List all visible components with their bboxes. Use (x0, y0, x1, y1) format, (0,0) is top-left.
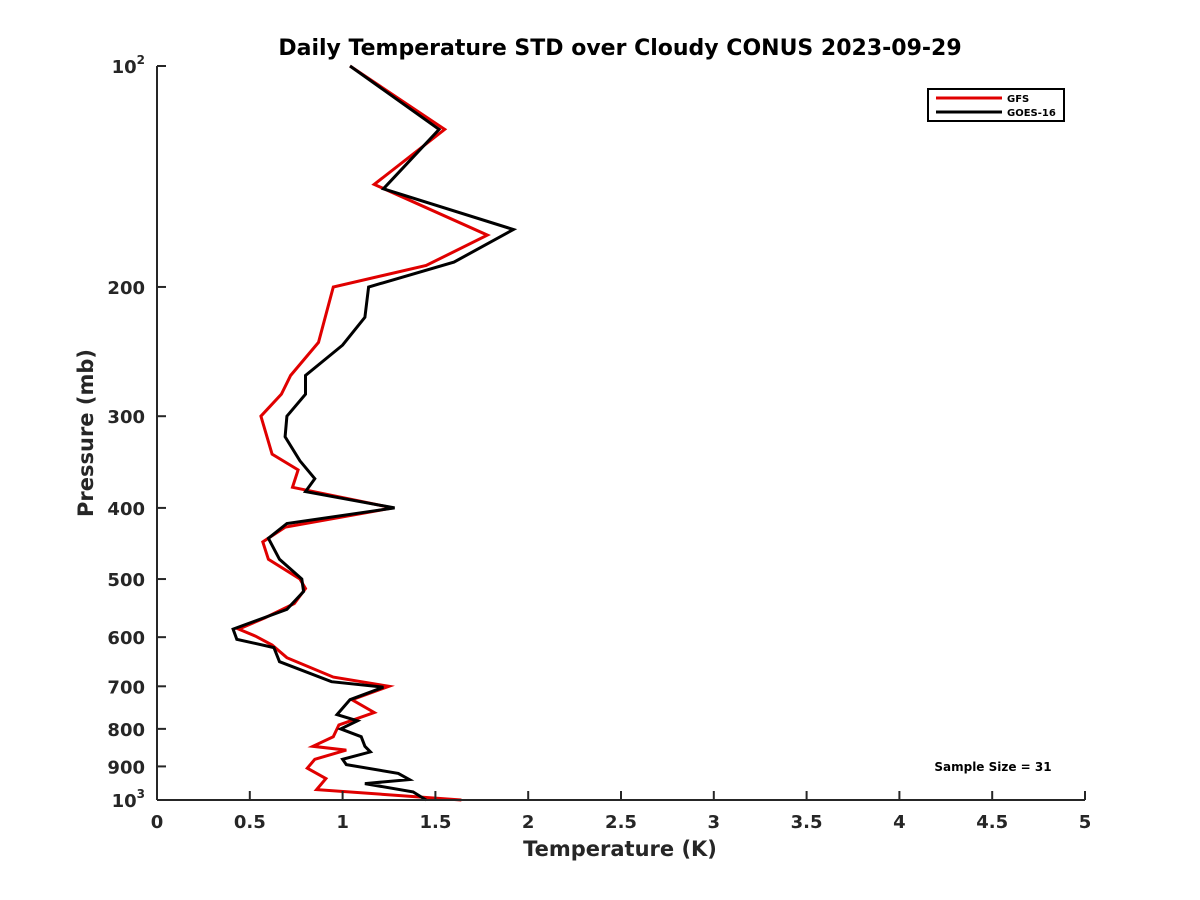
series-line-0 (234, 64, 491, 802)
y-tick-label: 600 (107, 628, 145, 649)
x-tick-label: 2.5 (605, 812, 637, 833)
y-tick-label: 900 (107, 757, 145, 778)
sample-size-annotation: Sample Size = 31 (934, 760, 1051, 774)
y-axis-label: Pressure (mb) (74, 349, 98, 517)
legend-label: GOES-16 (1007, 108, 1056, 119)
legend: GFS GOES-16 (927, 88, 1065, 122)
legend-label: GFS (1007, 94, 1029, 105)
x-tick-label: 1.5 (419, 812, 451, 833)
y-tick-label: 800 (107, 720, 145, 741)
x-tick-label: 0.5 (234, 812, 266, 833)
series-line-1 (231, 64, 518, 802)
y-tick-label: 200 (107, 278, 145, 299)
chart-title: Daily Temperature STD over Cloudy CONUS … (278, 36, 961, 61)
y-tick-label: 700 (107, 677, 145, 698)
series-layer (231, 64, 518, 802)
y-tick-label: 500 (107, 570, 145, 591)
y-tick-label: 400 (107, 499, 145, 520)
x-tick-label: 5 (1079, 812, 1092, 833)
x-tick-label: 3.5 (791, 812, 823, 833)
legend-box (927, 88, 1065, 122)
y-tick-label: 102 (112, 53, 145, 78)
x-tick-label: 2 (522, 812, 535, 833)
y-tick-label: 300 (107, 407, 145, 428)
x-tick-label: 4.5 (976, 812, 1008, 833)
x-tick-label: 1 (336, 812, 349, 833)
x-tick-label: 3 (708, 812, 721, 833)
y-tick-label: 103 (112, 787, 145, 812)
x-axis-label: Temperature (K) (523, 837, 717, 861)
x-tick-label: 0 (151, 812, 164, 833)
axes-layer: 0 0.5 1 1.5 2 2.5 3 3.5 4 4.5 5 102 200 300 400 500 600 7… (107, 53, 1091, 833)
x-tick-label: 4 (893, 812, 906, 833)
